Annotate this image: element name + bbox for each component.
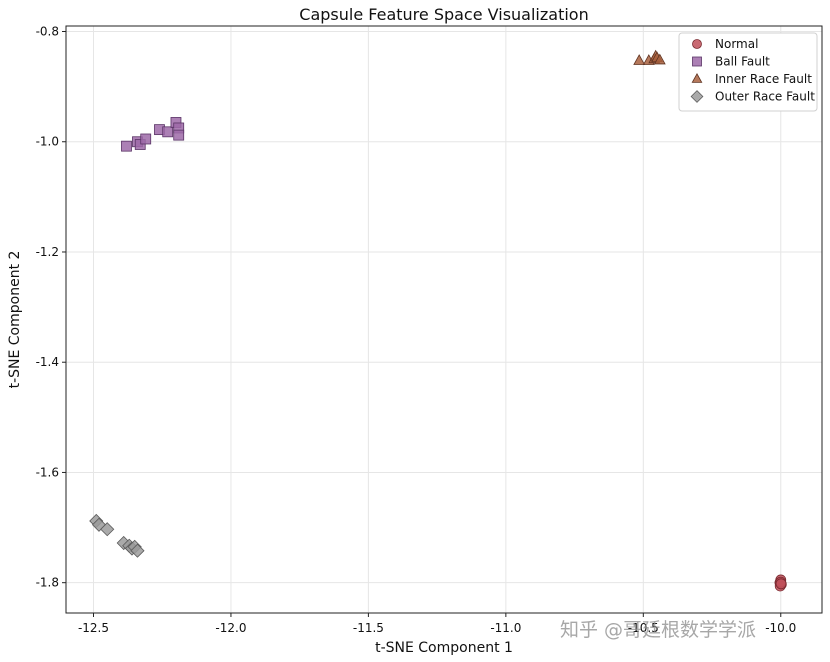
legend-label-outer-race-fault: Outer Race Fault [715,90,815,104]
legend-label-inner-race-fault: Inner Race Fault [715,72,812,86]
plot-frame [65,25,823,614]
ball-fault-point [121,140,132,152]
watermark: 知乎 @哥廷根数学学派 [560,619,756,641]
y-tick-label: -1.2 [36,245,59,259]
grid [66,26,822,613]
legend-label-normal: Normal [715,37,758,51]
y-tick-label: -0.8 [36,25,59,39]
outer-race-fault-point [100,522,115,537]
legend-marker-normal [692,39,702,49]
y-tick-label: -1.0 [36,135,59,149]
x-tick-label: -11.0 [490,621,521,635]
legend-marker-ball-fault [692,56,702,67]
legend-marker-outer-race-fault [690,90,704,103]
legend-marker-inner-race-fault [691,72,703,83]
inner-race-fault-point [653,53,666,65]
y-axis-title: t-SNE Component 2 [7,251,23,389]
y-tick-label: -1.4 [36,355,59,369]
ball-fault-point [140,133,152,145]
axis-ticks: -12.5 -12.0 -11.5 -11.0 -10.5 -10.0 -0.8 -1.0 -1… [36,25,797,635]
x-tick-label: -10.0 [765,621,796,635]
inner-race-fault-point [633,54,646,65]
y-tick-label: -1.8 [36,576,59,590]
legend-label-ball-fault: Ball Fault [715,55,770,69]
ball-fault-point [134,139,146,150]
outer-race-fault-point [130,543,145,558]
x-tick-label: -10.5 [628,621,659,635]
x-tick-label: -11.5 [353,621,384,635]
x-axis-title: t-SNE Component 1 [375,640,513,656]
x-tick-label: -12.0 [215,621,246,635]
x-tick-label: -12.5 [78,621,109,635]
data-points [89,49,787,592]
legend: Normal Ball Fault Inner Race Fault Outer Ra… [678,32,818,112]
ball-fault-point [162,126,174,138]
y-tick-label: -1.6 [36,465,59,479]
legend-box [678,32,818,112]
chart-title: Capsule Feature Space Visualization [299,5,588,24]
ball-fault-point [173,129,185,141]
normal-point [775,578,787,590]
